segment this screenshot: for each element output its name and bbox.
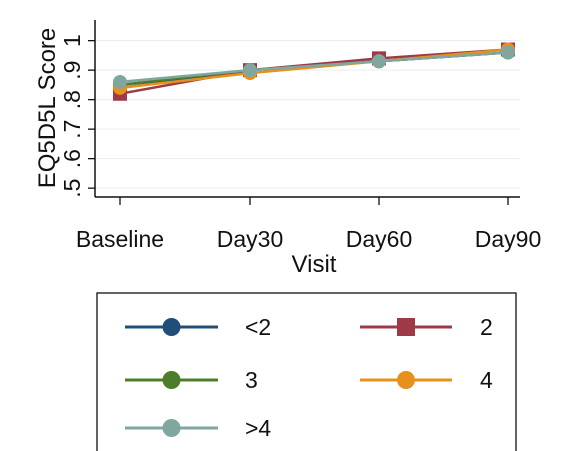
x-axis-title: Visit [292, 251, 337, 278]
data-point [113, 74, 127, 89]
data-point [372, 54, 386, 69]
legend-item: >4 [125, 415, 271, 441]
legend-marker [397, 318, 415, 336]
legend-marker [162, 371, 181, 389]
legend: <2 2 3 4 >4 [96, 292, 517, 451]
y-tick-label: .5 [59, 179, 85, 198]
legend-label: >4 [245, 415, 271, 441]
plot-series [113, 42, 515, 101]
series-2 [113, 42, 515, 101]
legend-label: 4 [480, 367, 493, 393]
y-tick-label: 1 [59, 34, 85, 47]
axes [94, 20, 520, 198]
legend-marker [397, 371, 415, 389]
legend-item: 2 [360, 314, 493, 340]
x-tick-label: Day90 [475, 226, 541, 252]
series-line [119, 51, 509, 84]
series->4 [113, 45, 515, 89]
legend-label: <2 [245, 314, 271, 340]
legend-item: 3 [125, 367, 258, 393]
legend-marker [162, 318, 181, 336]
data-point [501, 45, 515, 60]
y-tick-label: .7 [59, 120, 85, 139]
x-tick-label: Day30 [217, 226, 283, 252]
x-tick-label: Baseline [76, 226, 164, 252]
legend-label: 3 [245, 367, 258, 393]
series-4 [113, 42, 515, 95]
data-point [243, 63, 257, 78]
series-line [119, 48, 509, 90]
y-ticks: .5 .6 .7 .8 .9 1 [59, 34, 95, 198]
y-tick-label: .9 [59, 61, 85, 80]
legend-label: 2 [480, 314, 493, 340]
y-tick-label: .8 [59, 90, 85, 109]
x-tick-label: Day60 [346, 226, 412, 252]
y-tick-label: .6 [59, 149, 85, 168]
legend-item: <2 [125, 314, 271, 340]
legend-marker [162, 419, 181, 437]
grid-lines [95, 40, 520, 189]
series-line [119, 48, 509, 95]
x-ticks: Baseline Day30 Day60 Day90 [76, 197, 541, 252]
y-axis-title: EQ5D5L Score [34, 28, 61, 189]
legend-item: 4 [360, 367, 493, 393]
